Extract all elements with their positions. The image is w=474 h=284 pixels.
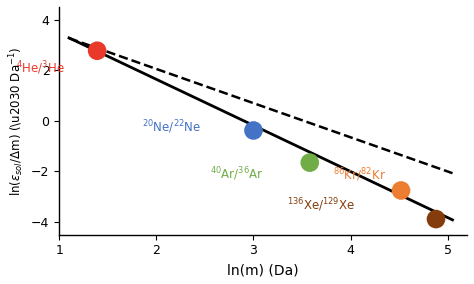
- Text: $^{40}$Ar/$^{36}$Ar: $^{40}$Ar/$^{36}$Ar: [210, 165, 264, 183]
- Text: $^{86}$Kr/$^{82}$Kr: $^{86}$Kr/$^{82}$Kr: [333, 166, 386, 184]
- Point: [397, 188, 405, 193]
- X-axis label: ln(m) (Da): ln(m) (Da): [228, 263, 299, 277]
- Point: [306, 160, 314, 165]
- Point: [432, 217, 440, 221]
- Point: [93, 49, 101, 53]
- Text: $^{20}$Ne/$^{22}$Ne: $^{20}$Ne/$^{22}$Ne: [142, 118, 201, 136]
- Y-axis label: ln($\epsilon_{sol}$/$\Delta$m) (\u2030 Da$^{-1}$): ln($\epsilon_{sol}$/$\Delta$m) (\u2030 D…: [7, 46, 26, 196]
- Text: $^{136}$Xe/$^{129}$Xe: $^{136}$Xe/$^{129}$Xe: [287, 197, 356, 214]
- Text: $^{4}$He/$^{3}$He: $^{4}$He/$^{3}$He: [16, 59, 64, 76]
- Point: [250, 128, 257, 133]
